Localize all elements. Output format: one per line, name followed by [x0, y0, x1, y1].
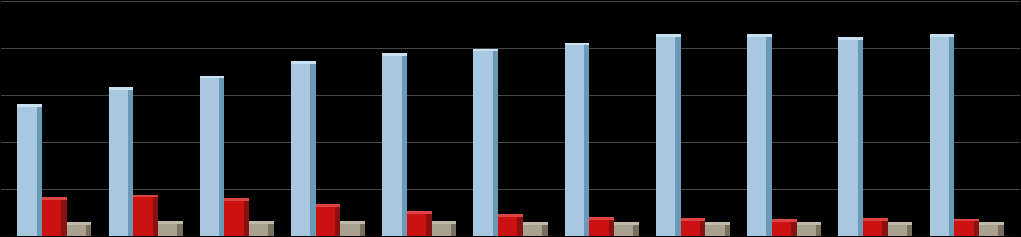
Bar — [655, 34, 681, 37]
Bar — [523, 224, 542, 236]
Bar — [706, 225, 725, 236]
Bar — [249, 221, 274, 224]
Bar — [929, 37, 949, 236]
Bar — [315, 207, 335, 236]
Bar — [584, 46, 589, 236]
Bar — [979, 225, 999, 236]
Bar — [949, 37, 955, 236]
Bar — [907, 225, 913, 236]
Bar — [929, 34, 955, 37]
Bar — [382, 53, 407, 56]
Bar — [614, 222, 639, 225]
Bar — [565, 46, 584, 236]
Bar — [432, 221, 456, 224]
Bar — [152, 197, 158, 236]
Bar — [244, 201, 249, 236]
Bar — [589, 217, 614, 220]
Bar — [999, 225, 1004, 236]
Bar — [158, 224, 178, 236]
Bar — [108, 87, 134, 90]
Bar — [974, 221, 979, 236]
Bar — [61, 200, 66, 236]
Bar — [17, 104, 42, 107]
Bar — [426, 214, 432, 236]
Bar — [66, 225, 86, 236]
Bar — [518, 217, 523, 236]
Bar — [200, 76, 225, 78]
Bar — [542, 224, 547, 236]
Bar — [158, 221, 183, 224]
Bar — [432, 224, 451, 236]
Bar — [37, 107, 42, 236]
Bar — [747, 34, 772, 37]
Bar — [401, 56, 407, 236]
Bar — [291, 61, 315, 64]
Bar — [134, 197, 152, 236]
Bar — [359, 224, 366, 236]
Bar — [747, 37, 767, 236]
Bar — [17, 107, 37, 236]
Bar — [498, 217, 518, 236]
Bar — [675, 37, 681, 236]
Bar — [340, 224, 359, 236]
Bar — [128, 90, 134, 236]
Bar — [700, 221, 706, 236]
Bar — [451, 224, 456, 236]
Bar — [725, 225, 730, 236]
Bar — [178, 224, 183, 236]
Bar — [609, 220, 614, 236]
Bar — [887, 222, 913, 225]
Bar — [134, 195, 158, 197]
Bar — [589, 220, 609, 236]
Bar — [498, 214, 523, 217]
Bar — [955, 221, 974, 236]
Bar — [225, 201, 244, 236]
Bar — [291, 64, 310, 236]
Bar — [863, 221, 882, 236]
Bar — [633, 225, 639, 236]
Bar — [681, 219, 706, 221]
Bar — [340, 221, 366, 224]
Bar — [565, 43, 589, 46]
Bar — [200, 78, 220, 236]
Bar — [220, 78, 225, 236]
Bar — [655, 37, 675, 236]
Bar — [816, 225, 821, 236]
Bar — [407, 214, 426, 236]
Bar — [796, 222, 821, 225]
Bar — [614, 225, 633, 236]
Bar — [838, 40, 858, 236]
Bar — [315, 204, 340, 207]
Bar — [474, 49, 498, 51]
Bar — [882, 221, 887, 236]
Bar — [772, 219, 796, 222]
Bar — [681, 221, 700, 236]
Bar — [86, 225, 92, 236]
Bar — [66, 222, 92, 225]
Bar — [249, 224, 269, 236]
Bar — [42, 197, 66, 200]
Bar — [767, 37, 772, 236]
Bar — [858, 40, 863, 236]
Bar — [887, 225, 907, 236]
Bar — [791, 222, 796, 236]
Bar — [796, 225, 816, 236]
Bar — [838, 37, 863, 40]
Bar — [42, 200, 61, 236]
Bar — [310, 64, 315, 236]
Bar — [108, 90, 128, 236]
Bar — [706, 222, 730, 225]
Bar — [407, 211, 432, 214]
Bar — [269, 224, 274, 236]
Bar — [979, 222, 1004, 225]
Bar — [474, 51, 493, 236]
Bar — [772, 222, 791, 236]
Bar — [225, 198, 249, 201]
Bar — [493, 51, 498, 236]
Bar — [523, 222, 547, 224]
Bar — [335, 207, 340, 236]
Bar — [955, 219, 979, 221]
Bar — [863, 218, 887, 221]
Bar — [382, 56, 401, 236]
